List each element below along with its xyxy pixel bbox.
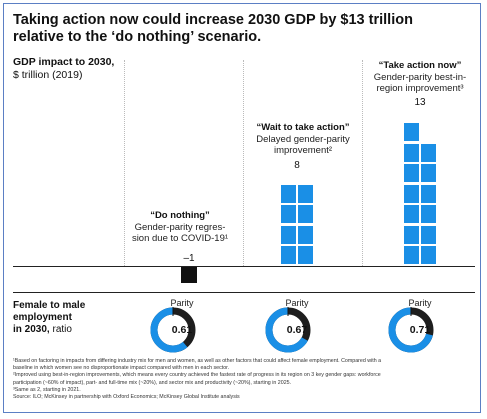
bar-block (298, 184, 314, 203)
bar-block (421, 184, 437, 203)
value-label-wait: 8 (294, 160, 300, 171)
scenario-name: “Wait to take action” (256, 122, 350, 133)
ratio-title-unit: ratio (52, 324, 72, 335)
value-label-do-nothing: –1 (183, 253, 195, 264)
scenario-name: “Do nothing” (150, 210, 210, 221)
bar-block (403, 143, 419, 162)
ratio-value-do-nothing: 0.61 (171, 324, 193, 336)
column-separator (243, 60, 244, 266)
parity-label: Parity (408, 298, 432, 308)
bar-block (421, 246, 437, 264)
chart-title: Taking action now could increase 2030 GD… (13, 12, 413, 45)
bar-block (280, 184, 296, 203)
footnote-line: Source: ILO; McKinsey in partnership wit… (13, 394, 240, 401)
scenario-description: Gender-parity best-in-region improvement… (373, 71, 467, 95)
footnote-line: ³Same as 2, starting in 2021. (13, 386, 81, 393)
parity-label: Parity (285, 298, 309, 308)
bar-block (403, 205, 419, 223)
scenario-description: Gender-parity regres-sion due to COVID-1… (131, 221, 229, 245)
footnote-line: participation (~60% of impact), part- an… (13, 379, 292, 386)
bar-block (403, 164, 419, 182)
ratio-title-line3: in 2030, (13, 324, 50, 335)
scenario-label-take-action: “Take action now” Gender-parity best-in-… (370, 60, 470, 95)
ratio-value-wait: 0.67 (286, 324, 308, 336)
ratio-donut-take-action (388, 307, 434, 353)
bar-block (403, 123, 419, 141)
scenario-label-do-nothing: “Do nothing” Gender-parity regres-sion d… (130, 210, 230, 245)
bar-block (403, 225, 419, 244)
bar-block (403, 246, 419, 264)
bar-block (280, 205, 296, 223)
y-axis-title: GDP impact to 2030, $ trillion (2019) (13, 56, 114, 82)
bar-block (421, 205, 437, 223)
ratio-value-take-action: 0.71 (409, 324, 431, 336)
section-divider (13, 292, 475, 293)
column-separator (124, 60, 125, 266)
footnote-line: ²Improved using best-in-region improveme… (13, 372, 381, 379)
bar-block (421, 143, 437, 162)
column-separator (362, 60, 363, 266)
value-label-take-action: 13 (414, 97, 426, 108)
bar-block (421, 164, 437, 182)
baseline (13, 266, 475, 267)
footnote-line: ¹Based on factoring in impacts from diff… (13, 358, 382, 364)
y-axis-title-unit: $ trillion (2019) (13, 69, 83, 81)
ratio-title-line2: employment (13, 312, 72, 323)
footnote-line: baseline in which women see no dispropor… (13, 365, 230, 372)
bar-block (298, 205, 314, 223)
scenario-description: Delayed gender-parity improvement² (256, 133, 350, 157)
bar-block (280, 225, 296, 244)
bar-block (403, 184, 419, 203)
y-axis-title-bold: GDP impact to 2030, (13, 56, 115, 68)
bar-block (298, 246, 314, 264)
ratio-title: Female to male employment in 2030, ratio (13, 300, 85, 336)
scenario-label-wait: “Wait to take action” Delayed gender-par… (248, 122, 358, 157)
bar-block (280, 246, 296, 264)
bar-block (298, 225, 314, 244)
ratio-title-line1: Female to male (13, 300, 86, 311)
footnotes: ¹Based on factoring in impacts from diff… (13, 358, 475, 401)
ratio-donut-wait (265, 307, 311, 353)
bar-block-negative (181, 266, 197, 283)
bar-block (421, 225, 437, 244)
parity-label: Parity (170, 298, 194, 308)
ratio-donut-do-nothing (150, 307, 196, 353)
scenario-name: “Take action now” (378, 60, 462, 71)
